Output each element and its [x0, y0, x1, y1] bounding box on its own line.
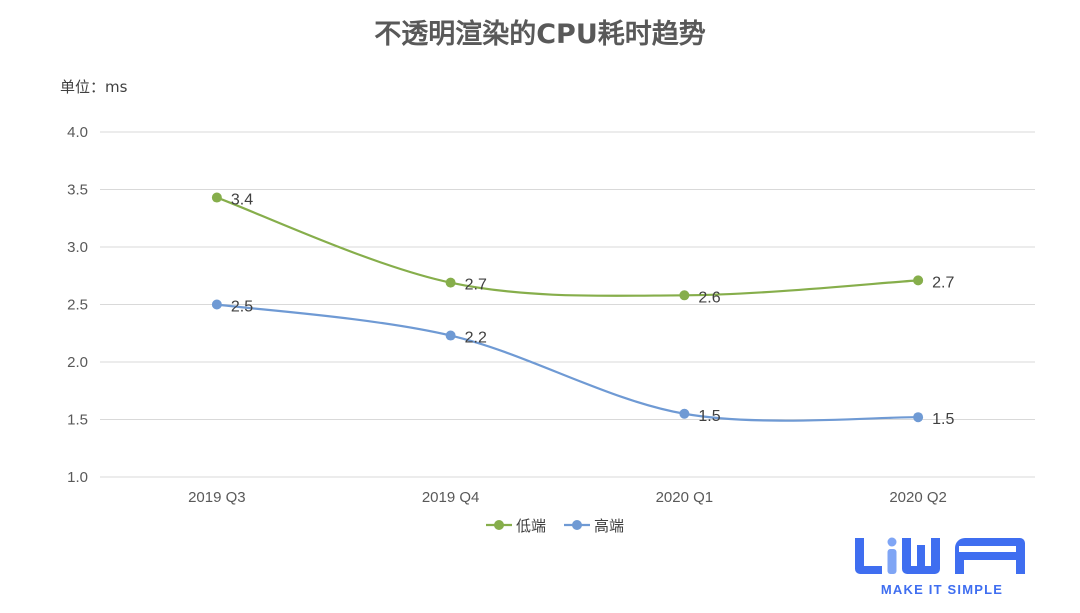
data-label: 2.2	[465, 330, 487, 347]
data-label: 3.4	[231, 192, 253, 209]
data-point	[211, 299, 222, 310]
data-label: 2.7	[465, 277, 487, 294]
y-tick-label: 2.5	[67, 297, 88, 314]
data-point	[913, 275, 924, 286]
series-line-1	[216, 303, 919, 422]
legend-label: 高端	[594, 517, 624, 535]
data-point	[445, 277, 456, 288]
y-tick-label: 4.0	[67, 124, 88, 141]
data-point	[679, 408, 690, 419]
data-label: 1.5	[698, 408, 720, 425]
data-label: 2.5	[231, 299, 253, 316]
y-tick-label: 3.0	[67, 239, 88, 256]
liwa-logo: MAKE IT SIMPLE	[855, 537, 1025, 597]
x-tick-label: 2020 Q2	[889, 489, 947, 506]
y-tick-label: 1.5	[67, 412, 88, 429]
data-point	[913, 412, 924, 423]
y-tick-label: 2.0	[67, 354, 88, 371]
legend-label: 低端	[516, 517, 546, 535]
legend-marker	[572, 520, 582, 530]
data-label: 1.5	[932, 411, 954, 428]
unit-label: 单位：ms	[60, 78, 128, 96]
data-label: 2.7	[932, 274, 954, 291]
y-tick-label: 1.0	[67, 469, 88, 486]
x-tick-label: 2020 Q1	[656, 489, 714, 506]
data-point	[445, 330, 456, 341]
chart-title: 不透明渲染的CPU耗时趋势	[374, 19, 706, 50]
y-tick-label: 3.5	[67, 182, 88, 199]
data-point	[679, 290, 690, 301]
x-tick-label: 2019 Q3	[188, 489, 246, 506]
data-point	[211, 192, 222, 203]
logo-tagline: MAKE IT SIMPLE	[881, 582, 1003, 597]
series-line-0	[216, 196, 919, 297]
data-label: 2.6	[698, 289, 720, 306]
legend-marker	[494, 520, 504, 530]
x-tick-label: 2019 Q4	[422, 489, 480, 506]
